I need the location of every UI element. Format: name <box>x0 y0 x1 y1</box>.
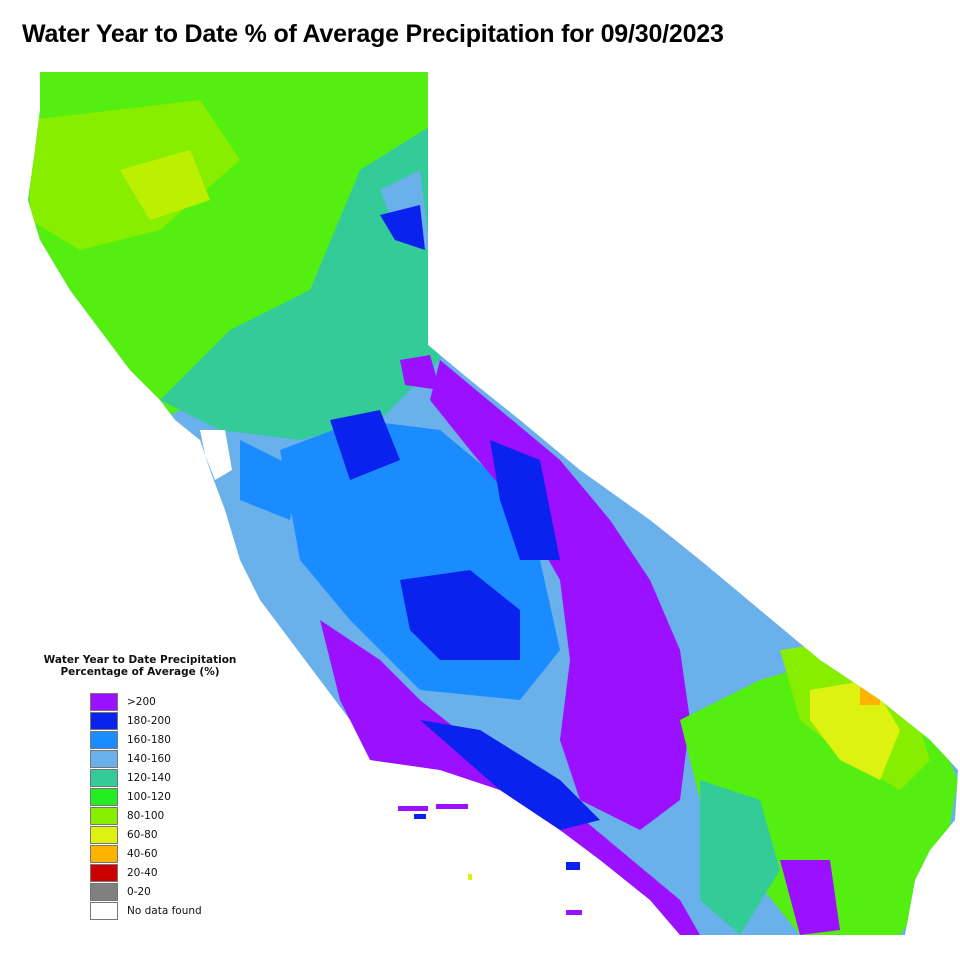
legend-item: >200 <box>90 692 250 711</box>
legend-swatch <box>90 825 118 844</box>
region-over-200 <box>780 860 840 935</box>
legend-swatch <box>90 730 118 749</box>
region-120-140 <box>700 780 780 935</box>
region-180-200 <box>420 720 600 830</box>
legend: Water Year to Date Precipitation Percent… <box>30 654 250 920</box>
region-40-60 <box>860 685 880 705</box>
legend-title-line2: Percentage of Average (%) <box>60 666 220 678</box>
legend-label: No data found <box>127 904 202 917</box>
channel-islands <box>398 804 582 915</box>
region-over-200 <box>400 355 440 390</box>
legend-title: Water Year to Date Precipitation Percent… <box>30 654 250 678</box>
legend-swatch <box>90 863 118 882</box>
legend-item: 180-200 <box>90 711 250 730</box>
legend-swatch <box>90 901 118 920</box>
legend-label: 120-140 <box>127 771 171 784</box>
legend-label: 60-80 <box>127 828 158 841</box>
legend-item: 80-100 <box>90 806 250 825</box>
legend-item: 20-40 <box>90 863 250 882</box>
legend-label: 40-60 <box>127 847 158 860</box>
region-180-200 <box>380 205 425 250</box>
region-180-200 <box>330 410 400 480</box>
legend-item: 0-20 <box>90 882 250 901</box>
legend-swatch <box>90 844 118 863</box>
legend-swatch <box>90 692 118 711</box>
region-180-200 <box>490 440 560 560</box>
region-120-140 <box>160 120 440 440</box>
legend-item: 60-80 <box>90 825 250 844</box>
region-180-200 <box>400 570 520 660</box>
legend-item: 120-140 <box>90 768 250 787</box>
legend-label: 20-40 <box>127 866 158 879</box>
legend-item: 160-180 <box>90 730 250 749</box>
map-title: Water Year to Date % of Average Precipit… <box>22 20 724 48</box>
legend-swatch <box>90 768 118 787</box>
legend-label: 160-180 <box>127 733 171 746</box>
legend-item: 40-60 <box>90 844 250 863</box>
legend-label: 80-100 <box>127 809 165 822</box>
legend-items: >200 180-200 160-180 140-160 120-140 100-120 8… <box>90 692 250 920</box>
region-60-80 <box>120 150 210 220</box>
legend-swatch <box>90 806 118 825</box>
legend-label: 140-160 <box>127 752 171 765</box>
legend-swatch <box>90 749 118 768</box>
legend-label: 180-200 <box>127 714 171 727</box>
legend-swatch <box>90 787 118 806</box>
legend-item: No data found <box>90 901 250 920</box>
region-160-180 <box>240 440 300 520</box>
legend-item: 100-120 <box>90 787 250 806</box>
legend-label: >200 <box>127 695 156 708</box>
legend-swatch <box>90 711 118 730</box>
legend-swatch <box>90 882 118 901</box>
legend-item: 140-160 <box>90 749 250 768</box>
legend-label: 0-20 <box>127 885 151 898</box>
legend-label: 100-120 <box>127 790 171 803</box>
region-over-200 <box>430 360 690 830</box>
legend-title-line1: Water Year to Date Precipitation <box>43 654 237 666</box>
